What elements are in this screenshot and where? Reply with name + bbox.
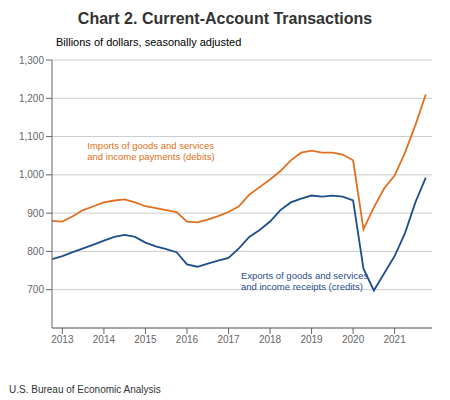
svg-text:800: 800 bbox=[27, 246, 44, 257]
svg-text:Imports of goods and servicesa: Imports of goods and servicesand income … bbox=[87, 140, 214, 162]
svg-text:900: 900 bbox=[27, 208, 44, 219]
svg-text:1,000: 1,000 bbox=[19, 169, 44, 180]
svg-text:2014: 2014 bbox=[93, 334, 116, 345]
svg-text:2013: 2013 bbox=[51, 334, 74, 345]
svg-text:2019: 2019 bbox=[300, 334, 323, 345]
svg-text:1,300: 1,300 bbox=[19, 55, 44, 66]
html-text:Chart 2. Current-Account Trans: Chart 2. Current-Account Transactions bbox=[77, 10, 373, 27]
svg-text:2020: 2020 bbox=[342, 334, 365, 345]
svg-text:2016: 2016 bbox=[176, 334, 199, 345]
svg-text:Exports of goods and servicesa: Exports of goods and servicesand income … bbox=[241, 270, 369, 292]
svg-text:2017: 2017 bbox=[217, 334, 240, 345]
svg-text:2021: 2021 bbox=[383, 334, 406, 345]
svg-text:2015: 2015 bbox=[134, 334, 157, 345]
html-text:U.S. Bureau of Economic Analys: U.S. Bureau of Economic Analysis bbox=[9, 384, 161, 395]
svg-text:1,200: 1,200 bbox=[19, 93, 44, 104]
svg-text:1,100: 1,100 bbox=[19, 131, 44, 142]
svg-text:700: 700 bbox=[27, 284, 44, 295]
svg-text:2018: 2018 bbox=[259, 334, 282, 345]
html-text:Billions of dollars, seasonall: Billions of dollars, seasonally adjusted bbox=[56, 36, 242, 48]
